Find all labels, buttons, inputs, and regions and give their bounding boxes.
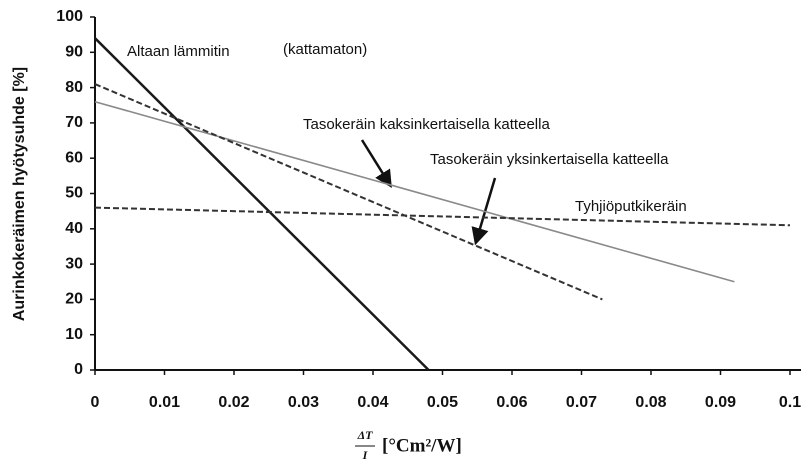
series-label: Altaan lämmitin — [127, 43, 230, 60]
y-tick-label: 0 — [74, 361, 83, 378]
x-tick-label: 0 — [91, 394, 100, 411]
x-label-unit: [°Cm²/W] — [382, 435, 462, 456]
y-axis-label: Aurinkokeräimen hyötysuhde [%] — [11, 67, 28, 321]
series-label: Tyhjiöputkikeräin — [575, 198, 687, 215]
x-tick-label: 0.1 — [779, 394, 801, 411]
x-tick-label: 0.09 — [705, 394, 736, 411]
series-line — [94, 37, 430, 371]
arrow — [360, 139, 392, 188]
y-tick-label: 80 — [65, 79, 83, 96]
series-label: Tasokeräin kaksinkertaisella katteella — [303, 116, 550, 133]
y-tick-label: 30 — [65, 255, 83, 272]
y-tick-label: 90 — [65, 44, 83, 61]
x-tick-label: 0.03 — [288, 394, 319, 411]
y-tick-label: 20 — [65, 291, 83, 308]
series-line — [94, 206, 791, 227]
arrow — [471, 177, 497, 246]
x-label-denominator: I — [362, 448, 369, 462]
series-line — [94, 100, 735, 283]
y-tick-label: 100 — [56, 8, 83, 25]
x-tick-label: 0.05 — [427, 394, 458, 411]
series-label: Tasokeräin yksinkertaisella katteella — [430, 151, 669, 168]
y-tick-label: 40 — [65, 220, 83, 237]
x-tick-label: 0.01 — [149, 394, 180, 411]
x-tick-label: 0.04 — [357, 394, 388, 411]
x-tick-label: 0.08 — [635, 394, 666, 411]
series-line — [94, 83, 603, 301]
y-tick-label: 70 — [65, 114, 83, 131]
annotation: (kattamaton) — [283, 41, 367, 58]
y-tick-label: 10 — [65, 326, 83, 343]
x-tick-label: 0.06 — [496, 394, 527, 411]
y-tick-label: 50 — [65, 185, 83, 202]
x-tick-label: 0.07 — [566, 394, 597, 411]
x-label-numerator: ΔT — [357, 428, 374, 442]
y-tick-label: 60 — [65, 149, 83, 166]
x-tick-label: 0.02 — [218, 394, 249, 411]
